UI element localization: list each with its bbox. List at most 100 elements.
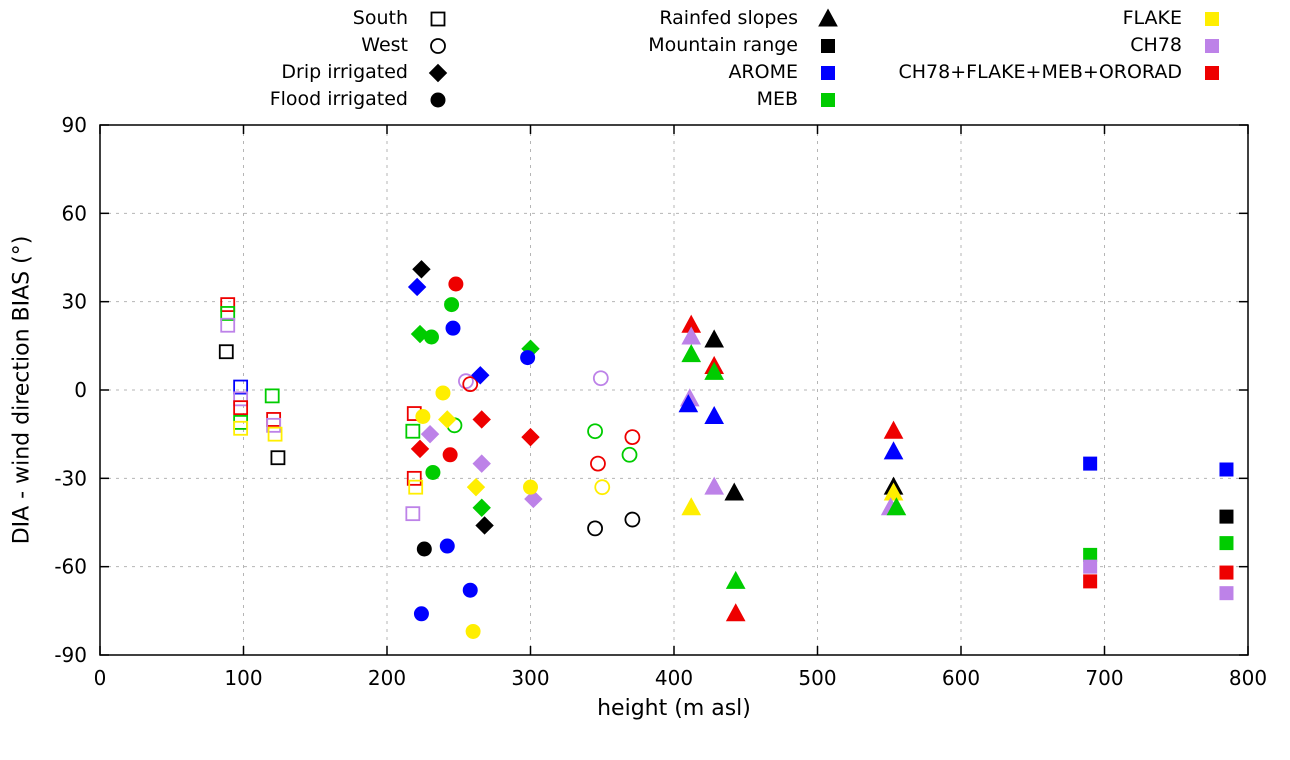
- x-tick-label: 0: [94, 666, 107, 690]
- legend-entry: MEB: [392, 85, 840, 112]
- legend-entry: Mountain range: [392, 31, 840, 58]
- black-filled-circle-icon: [430, 92, 446, 107]
- data-point-green-filled-circle: [423, 329, 439, 345]
- data-point-black-open-square: [270, 450, 286, 466]
- y-tick-label: -30: [54, 466, 87, 490]
- legend-entry: CH78+FLAKE+MEB+ORORAD: [772, 58, 1224, 85]
- legend-entry: AROME: [392, 58, 840, 85]
- data-point-black-filled-triangle: [724, 482, 745, 501]
- y-tick-label: 90: [62, 113, 87, 137]
- data-point-blue-filled-diamond: [471, 366, 490, 385]
- data-point-yellow-filled-circle: [523, 479, 538, 495]
- x-tick-label: 800: [1229, 666, 1267, 690]
- y-tick-label: -60: [54, 555, 87, 579]
- legend-label: West: [361, 33, 408, 56]
- data-point-yellow-filled-circle: [415, 409, 431, 424]
- data-point-blue-filled-triangle: [678, 394, 699, 413]
- data-point-red-open-square: [406, 470, 422, 486]
- data-point-red-filled-square: [1083, 574, 1098, 589]
- data-point-violet-filled-diamond: [524, 489, 543, 509]
- data-point-blue-filled-circle: [413, 606, 429, 622]
- x-tick-label: 100: [224, 666, 262, 690]
- data-point-blue-filled-circle: [520, 350, 536, 366]
- data-point-violet-filled-diamond: [420, 424, 440, 444]
- data-point-black-filled-diamond: [475, 516, 494, 535]
- x-tick-label: 600: [942, 666, 980, 690]
- data-point-violet-filled-triangle: [704, 476, 725, 495]
- legend-label: CH78+FLAKE+MEB+ORORAD: [898, 60, 1182, 83]
- data-point-yellow-filled-triangle: [883, 482, 904, 501]
- data-point-yellow-filled-circle: [435, 385, 451, 401]
- data-point-green-open-square: [264, 388, 280, 404]
- legend-column: South West Drip irrigated Flood irrigated: [10, 4, 450, 112]
- data-point-green-filled-circle: [444, 297, 460, 313]
- legend-label: Flood irrigated: [269, 87, 408, 110]
- data-point-violet-open-square: [405, 506, 421, 522]
- data-point-green-filled-circle: [425, 464, 441, 480]
- x-tick-label: 400: [655, 666, 693, 690]
- data-point-yellow-filled-circle: [465, 623, 481, 639]
- black-filled-diamond-icon: [428, 63, 448, 82]
- legend-column: Rainfed slopes Mountain range AROME MEB: [392, 4, 840, 112]
- red-filled-square-icon: [1205, 65, 1219, 80]
- data-point-green-filled-triangle: [725, 570, 746, 589]
- data-point-blue-filled-diamond: [407, 277, 427, 297]
- data-point-black-open-circle: [624, 511, 641, 528]
- x-tick-label: 300: [511, 666, 549, 690]
- data-point-red-filled-circle: [442, 447, 458, 463]
- y-tick-label: 60: [62, 201, 87, 225]
- data-point-red-filled-diamond: [410, 439, 430, 459]
- data-point-blue-filled-circle: [462, 582, 478, 598]
- data-point-violet-filled-triangle: [681, 326, 702, 345]
- data-point-blue-filled-triangle: [883, 441, 904, 460]
- legend-column: FLAKE CH78 CH78+FLAKE+MEB+ORORAD: [772, 4, 1224, 85]
- data-point-yellow-filled-triangle: [681, 497, 702, 516]
- data-point-violet-open-circle: [592, 370, 609, 387]
- data-point-violet-open-square: [220, 317, 236, 333]
- legend-entry: Drip irrigated: [10, 58, 450, 85]
- data-point-violet-filled-diamond: [472, 454, 491, 473]
- data-point-blue-filled-triangle: [704, 405, 725, 424]
- data-point-green-filled-diamond: [410, 324, 430, 344]
- black-filled-triangle-icon: [818, 7, 838, 26]
- data-point-yellow-open-square: [408, 479, 424, 495]
- legend-label: Mountain range: [648, 33, 798, 56]
- legend-entry: South: [10, 4, 450, 31]
- data-point-black-filled-circle: [416, 541, 432, 557]
- legend-entry: Rainfed slopes: [392, 4, 840, 31]
- data-point-blue-filled-square: [1219, 462, 1234, 477]
- data-point-green-open-circle: [621, 446, 638, 463]
- data-point-violet-open-circle: [458, 373, 474, 390]
- legend-label: AROME: [728, 60, 798, 83]
- legend-entry: West: [10, 31, 450, 58]
- data-point-green-filled-triangle: [886, 497, 907, 516]
- data-point-green-filled-square: [1219, 536, 1234, 551]
- x-axis-label: height (m asl): [597, 696, 751, 721]
- data-point-red-filled-triangle: [725, 603, 746, 622]
- legend-entry: Flood irrigated: [10, 85, 450, 112]
- legend-entry: CH78: [772, 31, 1224, 58]
- violet-filled-square-icon: [1205, 38, 1219, 53]
- data-point-green-filled-triangle: [704, 361, 725, 380]
- data-point-yellow-filled-diamond: [466, 477, 486, 497]
- chart-legend: South West Drip irrigated Flood irrigated Ra…: [0, 4, 1290, 116]
- data-point-violet-filled-square: [1219, 586, 1234, 601]
- data-point-green-open-circle: [587, 423, 603, 440]
- data-point-violet-filled-square: [1083, 559, 1098, 574]
- data-point-black-filled-diamond: [412, 260, 431, 279]
- green-filled-square-icon: [821, 92, 835, 107]
- data-point-red-open-circle: [462, 376, 479, 393]
- data-point-blue-filled-circle: [439, 538, 455, 554]
- yellow-filled-square-icon: [1205, 11, 1219, 26]
- data-point-red-filled-circle: [448, 276, 464, 292]
- y-tick-label: 30: [62, 290, 87, 314]
- black-open-circle-icon: [430, 37, 446, 54]
- black-open-square-icon: [430, 11, 446, 26]
- data-point-red-filled-diamond: [472, 410, 491, 429]
- legend-label: MEB: [756, 87, 798, 110]
- data-point-black-open-square: [218, 344, 234, 360]
- black-filled-square-icon: [821, 38, 835, 53]
- data-point-violet-open-square: [233, 391, 249, 407]
- data-point-yellow-open-square: [233, 420, 249, 436]
